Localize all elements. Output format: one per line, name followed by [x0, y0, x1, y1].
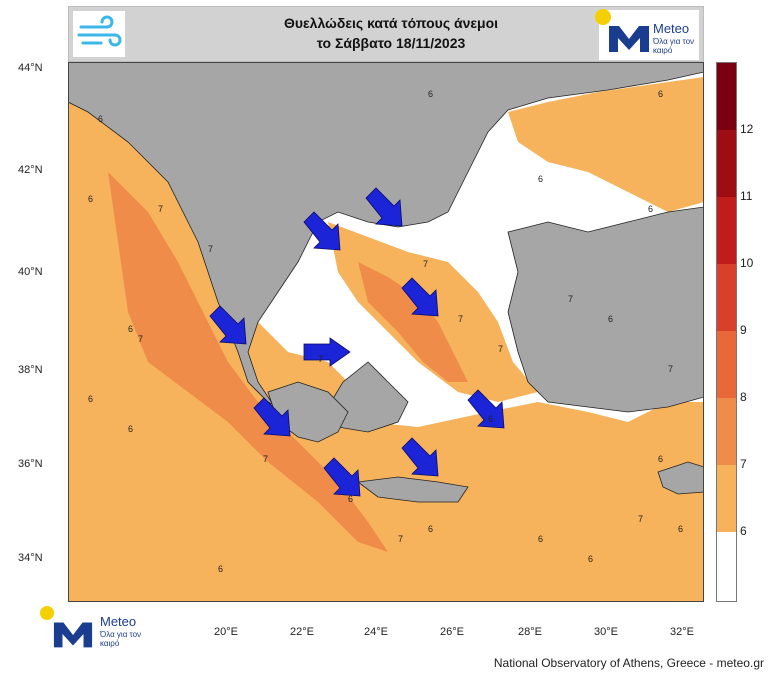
colorbar-segment-12plus [717, 63, 736, 130]
contour-label: 6 [588, 554, 593, 564]
contour-label: 6 [428, 89, 433, 99]
wind-zone-beaufort-7-aegean [358, 262, 468, 382]
contour-label: 6 [128, 324, 133, 334]
colorbar-label-7: 7 [740, 457, 747, 471]
meteo-m-icon [609, 26, 649, 52]
contour-label: 6 [658, 89, 663, 99]
contour-label: 7 [263, 454, 268, 464]
wind-zone-beaufort-6 [68, 102, 704, 602]
meteo-logo: Meteo Όλα για τον καιρό [595, 9, 699, 60]
wind-icon [73, 11, 125, 57]
contour-label: 7 [668, 364, 673, 374]
sun-icon [595, 9, 611, 25]
colorbar-segment-9 [717, 264, 736, 331]
lon-label-26: 26°E [440, 626, 464, 638]
contour-label: 7 [638, 514, 643, 524]
lon-label-20: 20°E [214, 626, 238, 638]
lat-label-42: 42°N [18, 164, 43, 176]
meteo-m-icon [53, 622, 93, 648]
title-line-1: Θυελλώδεις κατά τόπους άνεμοι [283, 15, 499, 31]
wind-arrow [303, 337, 351, 367]
land-anatolia [507, 206, 704, 413]
lon-label-30: 30°E [594, 626, 618, 638]
beaufort-colorbar [716, 62, 737, 602]
contour-label: 6 [658, 454, 663, 464]
contour-label: 6 [648, 204, 653, 214]
contour-label: 6 [608, 314, 613, 324]
wind-arrow [365, 187, 403, 227]
colorbar-label-9: 9 [740, 323, 747, 337]
brand-tagline: Όλα για τον καιρό [653, 37, 695, 55]
colorbar-segment-8 [717, 331, 736, 398]
wind-arrow [209, 305, 247, 345]
wind-zone-beaufort-6-northeast [508, 77, 704, 212]
source-credit: National Observatory of Athens, Greece -… [493, 656, 764, 670]
contour-label: 6 [428, 524, 433, 534]
wind-arrow [401, 437, 439, 477]
colorbar-segment-6 [717, 465, 736, 532]
wind-arrow [401, 277, 439, 317]
map-title: Θυελλώδεις κατά τόπους άνεμοι το Σάββατο… [189, 13, 593, 53]
footer-brand-name: Meteo [100, 614, 137, 629]
colorbar-segment-11 [717, 130, 736, 197]
contour-label: 6 [98, 114, 103, 124]
contour-label: 6 [88, 194, 93, 204]
colorbar-label-10: 10 [740, 256, 754, 270]
contour-label: 7 [568, 294, 573, 304]
sun-icon [40, 606, 54, 620]
title-line-2: το Σάββατο 18/11/2023 [316, 35, 466, 51]
map-frame [68, 62, 704, 602]
map-header: Θυελλώδεις κατά τόπους άνεμοι το Σάββατο… [68, 6, 704, 62]
wind-arrow [253, 397, 291, 437]
contour-label: 7 [398, 534, 403, 544]
colorbar-label-8: 8 [740, 390, 747, 404]
contour-label: 7 [208, 244, 213, 254]
wind-arrow [303, 211, 341, 251]
contour-label: 6 [128, 424, 133, 434]
lon-label-22: 22°E [290, 626, 314, 638]
footer-brand-tagline: Όλα για τον καιρό [100, 630, 142, 648]
contour-label: 6 [678, 524, 683, 534]
colorbar-label-12: 12 [740, 122, 754, 136]
lon-label-28: 28°E [518, 626, 542, 638]
lat-label-44: 44°N [18, 62, 43, 74]
contour-label: 7 [458, 314, 463, 324]
wind-arrows [209, 187, 505, 497]
lat-label-38: 38°N [18, 364, 43, 376]
colorbar-segment-7 [717, 398, 736, 465]
wind-gust-map: 6 6 6 6 6 6 6 6 6 6 6 6 6 6 6 6 6 6 7 7 … [68, 62, 704, 602]
lon-label-32: 32°E [670, 626, 694, 638]
contour-label: 7 [158, 204, 163, 214]
land-cyprus [657, 461, 704, 495]
wind-arrow [467, 389, 505, 429]
contour-labels: 6 6 6 6 6 6 6 6 6 6 6 6 6 6 6 6 6 6 7 7 … [88, 89, 683, 574]
colorbar-label-6: 6 [740, 524, 747, 538]
contour-label: 6 [488, 414, 493, 424]
wind-arrow [323, 457, 361, 497]
contour-label: 6 [538, 174, 543, 184]
lat-label-36: 36°N [18, 458, 43, 470]
colorbar-label-11: 11 [740, 189, 753, 203]
lat-label-40: 40°N [18, 266, 43, 278]
lon-label-24: 24°E [364, 626, 388, 638]
contour-label: 7 [138, 334, 143, 344]
contour-label: 6 [218, 564, 223, 574]
colorbar-segment-calm [717, 532, 736, 601]
contour-label: 6 [348, 494, 353, 504]
land-crete [356, 476, 469, 503]
brand-name: Meteo [653, 21, 690, 36]
contour-label: 7 [498, 344, 503, 354]
meteo-footer-logo: Meteo Όλα για τον καιρό [40, 606, 170, 656]
contour-label: 6 [538, 534, 543, 544]
colorbar-segment-10 [717, 197, 736, 264]
contour-label: 6 [88, 394, 93, 404]
contour-label: 7 [318, 354, 323, 364]
contour-label: 7 [423, 259, 428, 269]
wind-zone-beaufort-7 [108, 172, 388, 552]
lat-label-34: 34°N [18, 552, 43, 564]
